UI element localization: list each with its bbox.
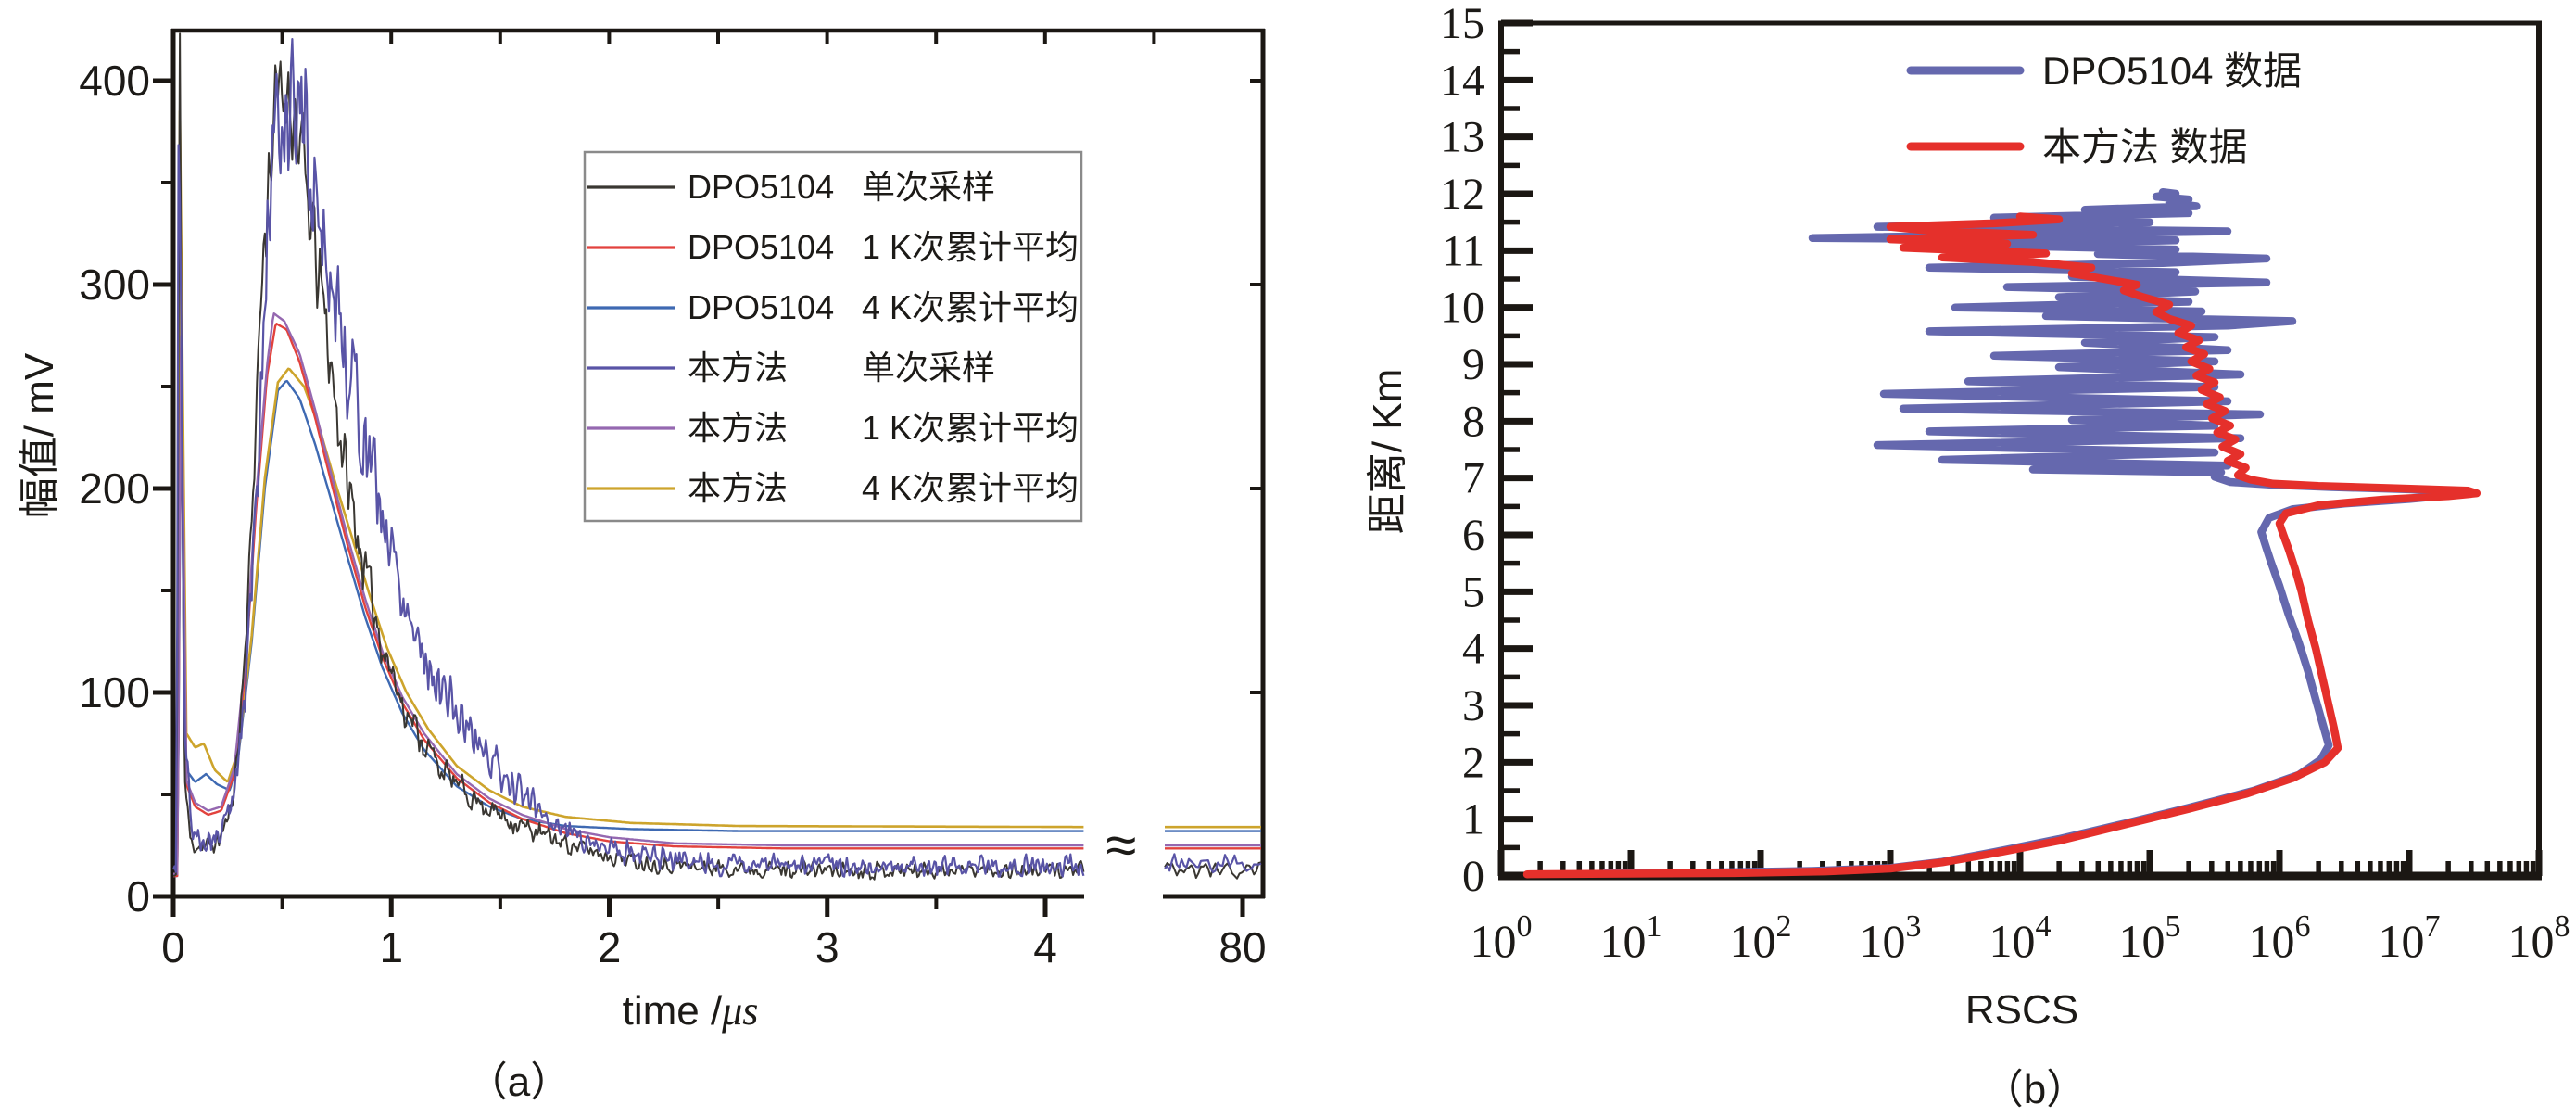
x-tick-label: 2 <box>598 923 622 971</box>
x-tick-label: 107 <box>2379 909 2441 967</box>
y-tick-label: 8 <box>1462 397 1484 446</box>
y-tick-label: 1 <box>1462 795 1484 844</box>
y-tick-label: 9 <box>1462 340 1484 389</box>
panel-a-x-axis-label: time /μs <box>623 988 759 1034</box>
x-tick-label: 1 <box>379 923 403 971</box>
panel-a-x-label-unit: μs <box>721 988 758 1034</box>
y-tick-label: 11 <box>1442 226 1484 275</box>
panel-a-curves <box>171 32 1262 881</box>
legend-series-name: 本方法 <box>688 469 788 507</box>
x-tick-label: 104 <box>1989 909 2052 967</box>
panel-a-legend: DPO5104 单次采样 DPO5104 1 K次累计平均 DPO5104 4 K次累计平… <box>583 150 1083 523</box>
legend-series-name: DPO5104 <box>688 168 834 206</box>
legend-series-desc: 4 K次累计平均 <box>862 469 1079 507</box>
series-curve <box>171 38 1085 878</box>
panel-a-y-axis-label: 幅值/ mV <box>17 352 62 518</box>
panel-b-y-axis-label: 距离/ Km <box>1365 369 1410 534</box>
y-tick-label: 14 <box>1440 56 1484 105</box>
axis-break-symbol: ≈ <box>1106 814 1137 876</box>
legend-series-name: DPO5104 <box>688 228 834 266</box>
y-tick-label: 4 <box>1462 625 1484 674</box>
y-tick-label: 13 <box>1440 113 1484 162</box>
y-tick-label: 100 <box>79 668 150 717</box>
y-tick-label: 200 <box>79 464 150 513</box>
y-tick-label: 10 <box>1440 284 1484 333</box>
x-tick-label: 102 <box>1730 909 1792 967</box>
legend-series-desc: 单次采样 <box>862 168 995 206</box>
y-tick-label: 2 <box>1462 738 1484 787</box>
series-curve-tail <box>1164 853 1262 874</box>
panel-b-x-axis-label: RSCS <box>1965 987 2078 1033</box>
series-curve <box>173 379 1084 878</box>
y-tick-label: 15 <box>1440 0 1484 48</box>
x-tick-label: 100 <box>1471 909 1533 967</box>
legend-series-name: 本方法 <box>688 349 788 387</box>
series-curve <box>1522 212 2481 879</box>
legend-box <box>583 150 1083 523</box>
legend-series-label: 本方法 数据 <box>2042 125 2248 169</box>
y-tick-label: 400 <box>79 57 150 105</box>
panel-b-curves <box>1522 187 2481 879</box>
panel-b-caption: （b） <box>1983 1067 2087 1112</box>
series-curve <box>1600 187 2463 878</box>
series-curve <box>173 312 1084 875</box>
panel-a-tick-labels: 0 100 200 300 400 0 1 2 3 4 <box>79 57 1057 971</box>
x-tick-label: 103 <box>1860 909 1922 967</box>
legend-series-name: 本方法 <box>688 409 788 447</box>
x-tick-label: 106 <box>2249 909 2311 967</box>
panel-a-caption: （a） <box>467 1060 571 1105</box>
panel-a-tail-tick-label: 80 <box>1219 923 1266 971</box>
y-tick-label: 300 <box>79 260 150 309</box>
y-tick-label: 7 <box>1462 454 1484 503</box>
y-tick-label: 6 <box>1462 511 1484 560</box>
legend-series-desc: 4 K次累计平均 <box>862 288 1079 326</box>
y-tick-label: 5 <box>1462 567 1484 616</box>
y-tick-label: 0 <box>1462 852 1484 901</box>
y-tick-label: 12 <box>1440 170 1484 219</box>
x-tick-label: 3 <box>815 923 840 971</box>
x-tick-label: 0 <box>161 923 185 971</box>
legend-series-label: DPO5104 数据 <box>2042 49 2302 93</box>
panel-a-x-label-prefix: time / <box>623 988 723 1034</box>
legend-series-name: DPO5104 <box>688 288 834 326</box>
panel-a: 0 100 200 300 400 0 1 2 3 4 幅值/ mV time /μs （a） ≈… <box>17 28 1267 1105</box>
x-tick-label: 101 <box>1600 909 1662 967</box>
y-tick-label: 3 <box>1462 681 1484 730</box>
panel-a-axes <box>153 28 1266 917</box>
y-tick-label: 0 <box>126 872 150 920</box>
x-tick-label: 4 <box>1033 923 1057 971</box>
legend-series-desc: 单次采样 <box>862 349 995 387</box>
legend-series-desc: 1 K次累计平均 <box>862 409 1079 447</box>
x-tick-label: 108 <box>2508 909 2570 967</box>
legend-series-desc: 1 K次累计平均 <box>862 228 1079 266</box>
x-tick-label: 105 <box>2119 909 2181 967</box>
